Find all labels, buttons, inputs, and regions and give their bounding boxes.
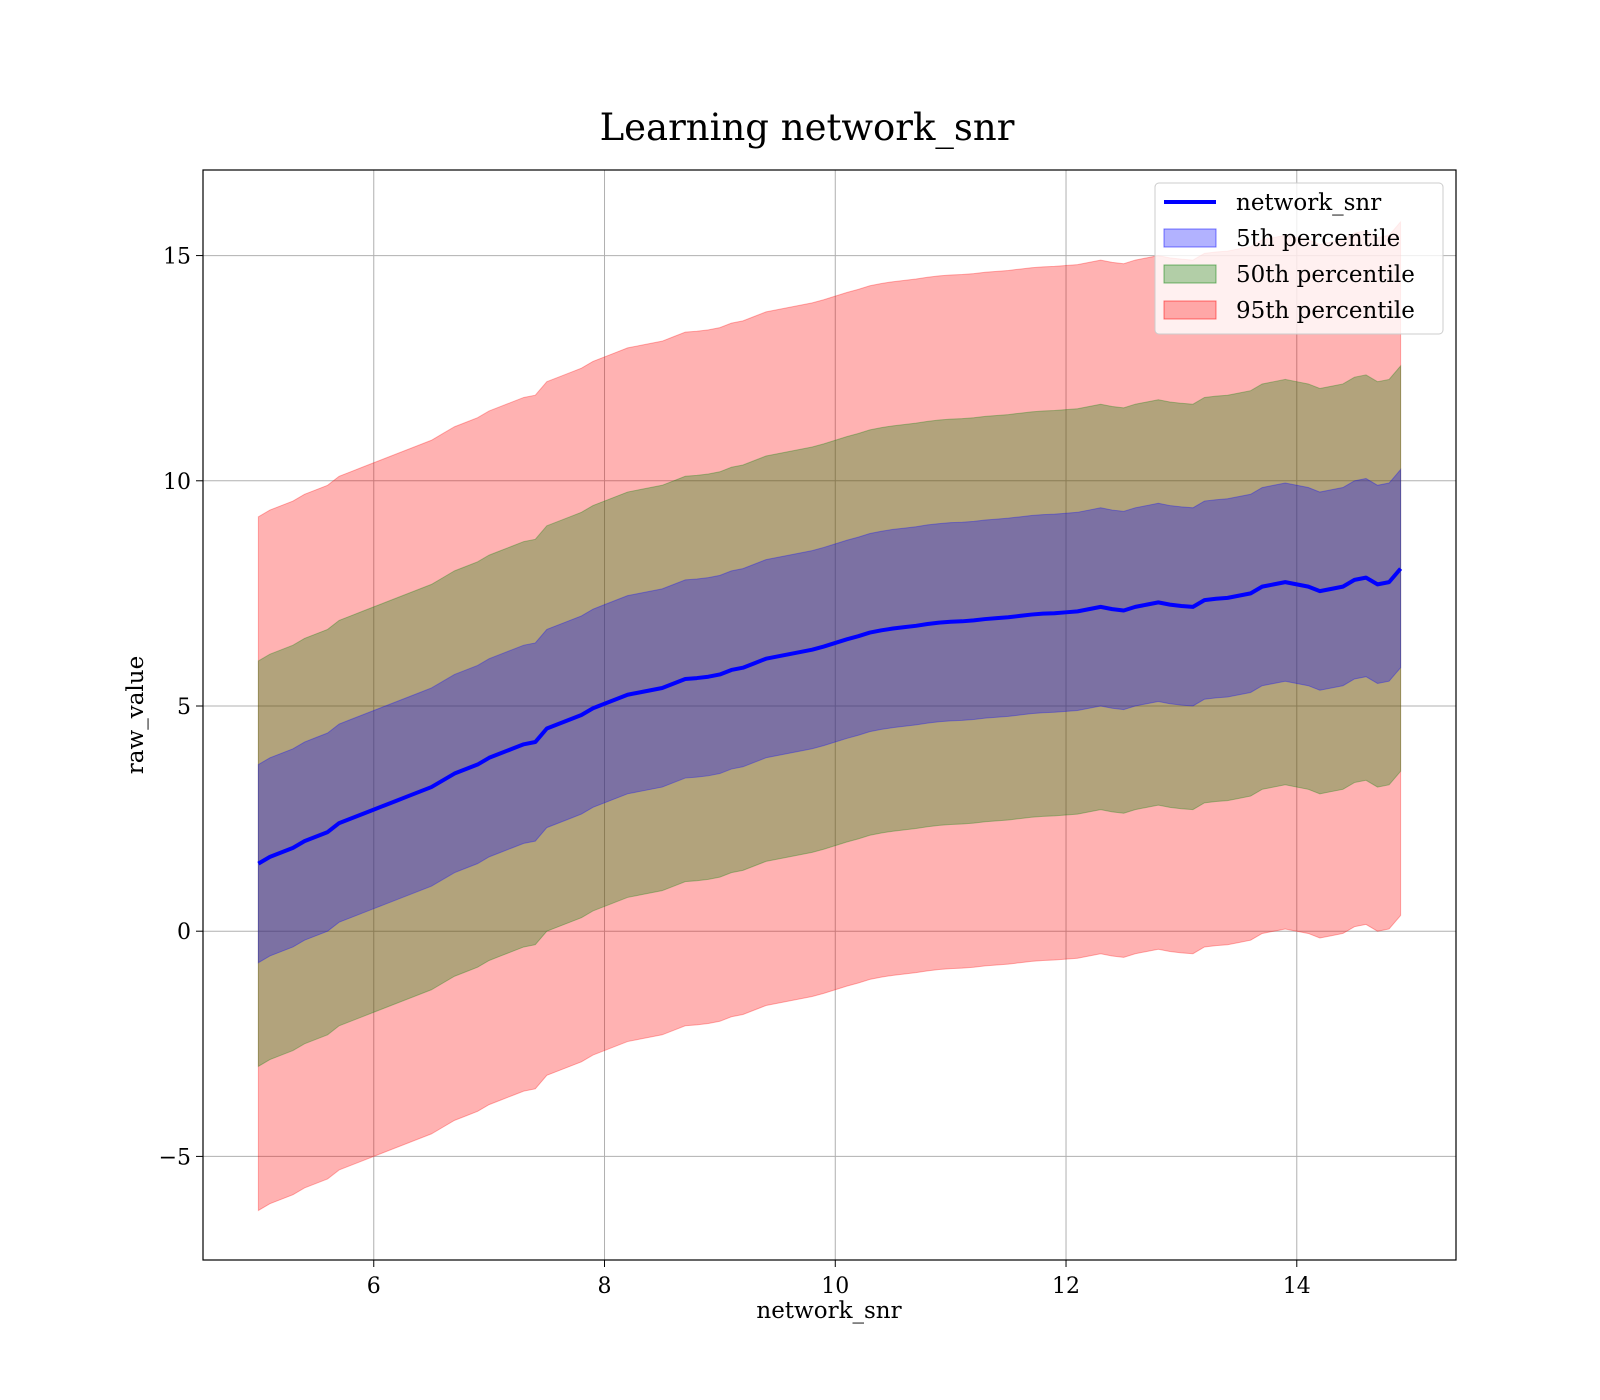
y-tick-label: 15 — [163, 245, 191, 270]
x-tick-label: 10 — [821, 1274, 849, 1299]
x-tick-label: 12 — [1052, 1274, 1080, 1299]
x-tick-label: 14 — [1283, 1274, 1311, 1299]
y-tick-label: 0 — [177, 920, 191, 945]
y-tick-label: 5 — [177, 695, 191, 720]
plot-frame — [202, 169, 1457, 1261]
x-tick-label: 8 — [598, 1274, 612, 1299]
legend-label-95th-percentile: 95th percentile — [1236, 298, 1415, 324]
y-axis-label: raw_value — [123, 656, 149, 774]
legend-swatch-50th — [1163, 264, 1217, 284]
x-tick-label: 6 — [367, 1274, 381, 1299]
legend-label-network-snr: network_snr — [1236, 190, 1381, 216]
legend-label-5th-percentile: 5th percentile — [1236, 226, 1400, 252]
median-line-network-snr — [257, 567, 1403, 866]
median-line-layer — [257, 567, 1403, 866]
legend-label-50th-percentile: 50th percentile — [1236, 262, 1415, 288]
legend-swatch-95th — [1163, 300, 1217, 320]
y-tick-label: 10 — [163, 470, 191, 495]
y-tick-label: −5 — [159, 1145, 191, 1170]
band-50th-percentile — [257, 364, 1402, 1068]
percentile-bands — [257, 220, 1402, 1212]
band-5th-percentile — [257, 468, 1402, 964]
axis-ticks: 6 8 10 12 14 −5 0 5 10 15 — [159, 245, 1311, 1299]
legend: network_snr 5th percentile 50th percenti… — [1154, 182, 1444, 335]
legend-box — [1154, 182, 1444, 335]
legend-swatch-5th — [1163, 228, 1217, 248]
band-95th-percentile — [257, 220, 1402, 1212]
x-axis-label: network_snr — [756, 1298, 901, 1324]
chart-title: Learning network_snr — [600, 106, 1015, 150]
